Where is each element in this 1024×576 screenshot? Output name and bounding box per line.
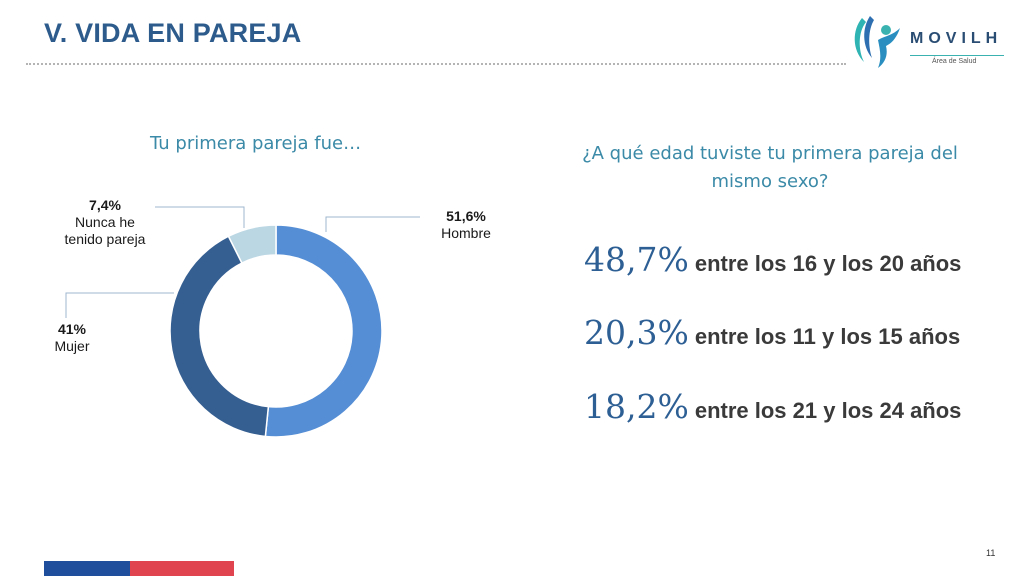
- slice-label-nunca: 7,4% Nunca he tenido pareja: [56, 197, 154, 248]
- stat-value-3: 18,2%: [584, 387, 689, 426]
- donut-slice-mujer: [169, 235, 270, 438]
- slice-value-hombre: 51,6%: [446, 208, 486, 224]
- stat-value-1: 48,7%: [584, 240, 689, 279]
- footer-bar-blue: [44, 561, 130, 576]
- page-title: V. VIDA EN PAREJA: [44, 18, 302, 48]
- leader-line-nunca: [155, 206, 245, 228]
- age-question: ¿A qué edad tuviste tu primera pareja de…: [582, 143, 958, 192]
- stat-value-2: 20,3%: [584, 313, 689, 352]
- title-divider: [26, 63, 846, 65]
- logo-underline: [910, 55, 1004, 56]
- donut-slice-hombre: [264, 224, 383, 438]
- slice-value-mujer: 41%: [57, 321, 87, 337]
- chart-title: Tu primera pareja fue…: [150, 133, 362, 154]
- donut-slice-nunca: [227, 224, 277, 265]
- stat-row-2: 20,3% entre los 11 y los 15 años: [584, 313, 960, 352]
- donut-chart: [65, 206, 420, 438]
- slice-name-nunca: Nunca he tenido pareja: [64, 214, 146, 247]
- slice-label-hombre: 51,6% Hombre: [420, 208, 512, 242]
- slice-label-mujer: 41% Mujer: [44, 321, 100, 355]
- slice-name-mujer: Mujer: [54, 338, 90, 354]
- stat-text-3: entre los 21 y los 24 años: [694, 398, 962, 423]
- logo-subtext: Área de Salud: [932, 58, 977, 65]
- stat-row-1: 48,7% entre los 16 y los 20 años: [584, 240, 961, 279]
- slice-name-hombre: Hombre: [441, 225, 491, 241]
- leader-line-hombre: [325, 216, 420, 232]
- logo-wordmark: MOVILH: [910, 30, 1003, 47]
- slice-value-nunca: 7,4%: [89, 197, 121, 213]
- stat-text-2: entre los 11 y los 15 años: [694, 324, 961, 349]
- leader-line-mujer: [65, 292, 174, 318]
- footer-bar-red: [130, 561, 234, 576]
- logo-figure-icon: [854, 16, 900, 68]
- stat-text-1: entre los 16 y los 20 años: [694, 251, 962, 276]
- page-number: 11: [986, 548, 996, 558]
- movilh-logo: MOVILH Área de Salud: [848, 10, 1018, 72]
- stat-row-3: 18,2% entre los 21 y los 24 años: [584, 387, 961, 426]
